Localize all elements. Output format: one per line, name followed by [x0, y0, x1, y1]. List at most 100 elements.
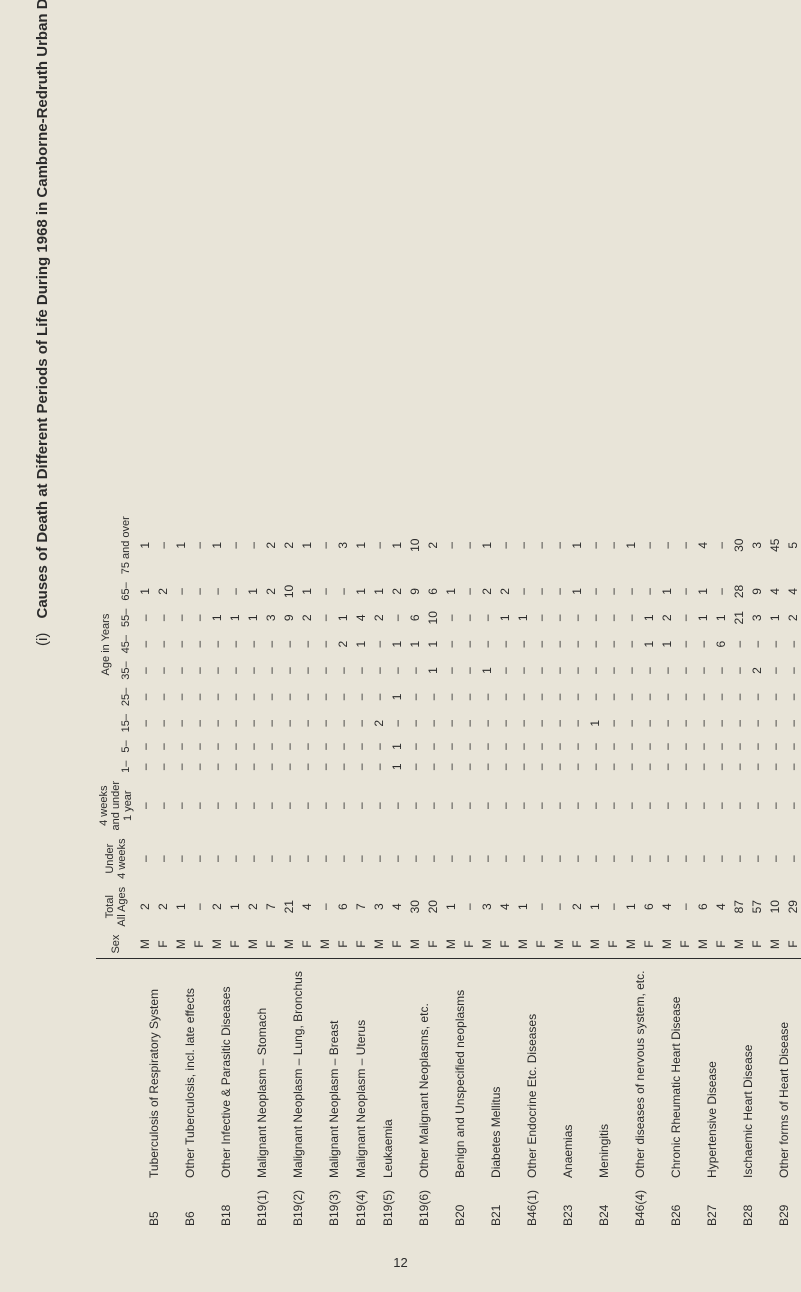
value-cell: – [244, 631, 262, 657]
value-cell: – [496, 736, 514, 756]
value-cell: 1 [298, 512, 316, 578]
value-cell: – [298, 684, 316, 710]
value-cell: – [784, 631, 801, 657]
sex-cell: F [226, 931, 244, 958]
value-cell: – [226, 710, 244, 736]
value-cell: – [766, 710, 784, 736]
cause-name: Benign and Unspecified neoplasms [442, 958, 478, 1182]
table-head: Sex TotalAll Ages Under4 weeks 4 weeksan… [96, 512, 136, 1230]
value-cell: – [208, 657, 226, 683]
value-cell: – [478, 777, 496, 835]
value-cell: – [442, 631, 460, 657]
hdr-age-col: 55– [116, 605, 136, 631]
value-cell: – [172, 736, 190, 756]
value-cell: 2 [478, 578, 496, 604]
cause-code: B19(2) [280, 1182, 316, 1230]
value-cell: 1 [334, 605, 352, 631]
value-cell: – [424, 710, 442, 736]
value-cell: – [604, 657, 622, 683]
value-cell: – [370, 777, 388, 835]
value-cell: – [568, 605, 586, 631]
value-cell: – [298, 657, 316, 683]
table-row: B19(3)Malignant Neoplasm – BreastM––––––… [316, 512, 334, 1230]
value-cell: – [460, 710, 478, 736]
value-cell: – [712, 777, 730, 835]
value-cell: – [496, 757, 514, 777]
value-cell: – [604, 631, 622, 657]
value-cell: 3 [370, 883, 388, 931]
value-cell: – [478, 684, 496, 710]
value-cell: – [406, 757, 424, 777]
value-cell: 1 [640, 605, 658, 631]
value-cell: 2 [784, 605, 801, 631]
value-cell: – [532, 684, 550, 710]
value-cell: – [532, 631, 550, 657]
value-cell: 10 [424, 605, 442, 631]
cause-code: B46(1) [514, 1182, 550, 1230]
value-cell: – [622, 757, 640, 777]
value-cell: – [190, 710, 208, 736]
table-row: B19(5)LeukaemiaM3––––2–––21– [370, 512, 388, 1230]
value-cell: – [244, 777, 262, 835]
value-cell: 2 [658, 605, 676, 631]
value-cell: – [154, 736, 172, 756]
value-cell: 1 [388, 512, 406, 578]
value-cell: – [694, 736, 712, 756]
hdr-age-col: 45– [116, 631, 136, 657]
cause-code: B19(3) [316, 1182, 352, 1230]
value-cell: – [748, 834, 766, 882]
value-cell: – [694, 757, 712, 777]
value-cell: – [154, 631, 172, 657]
cause-name: Malignant Neoplasm – Breast [316, 958, 352, 1182]
page-number: 12 [393, 1255, 407, 1270]
value-cell: 1 [478, 657, 496, 683]
value-cell: – [478, 605, 496, 631]
sex-cell: F [676, 931, 694, 958]
value-cell: – [316, 605, 334, 631]
value-cell: – [424, 757, 442, 777]
value-cell: 1 [514, 883, 532, 931]
value-cell: – [262, 757, 280, 777]
value-cell: – [280, 736, 298, 756]
value-cell: – [658, 710, 676, 736]
value-cell: 3 [748, 605, 766, 631]
value-cell: – [730, 657, 748, 683]
value-cell: – [532, 605, 550, 631]
value-cell: – [226, 736, 244, 756]
value-cell: – [514, 657, 532, 683]
value-cell: – [316, 757, 334, 777]
sex-cell: M [622, 931, 640, 958]
value-cell: – [208, 736, 226, 756]
value-cell: – [190, 834, 208, 882]
value-cell: 1 [406, 631, 424, 657]
value-cell: 1 [622, 883, 640, 931]
value-cell: – [766, 757, 784, 777]
value-cell: – [568, 834, 586, 882]
value-cell: 10 [406, 512, 424, 578]
table-row: B19(1)Malignant Neoplasm – StomachM2––––… [244, 512, 262, 1230]
value-cell: – [406, 834, 424, 882]
cause-code: B19(1) [244, 1182, 280, 1230]
value-cell: – [640, 710, 658, 736]
value-cell: – [514, 578, 532, 604]
value-cell: – [496, 777, 514, 835]
value-cell: – [172, 834, 190, 882]
value-cell: – [208, 710, 226, 736]
value-cell: – [460, 883, 478, 931]
value-cell: – [244, 684, 262, 710]
value-cell: 30 [406, 883, 424, 931]
value-cell: 9 [748, 578, 766, 604]
value-cell: 9 [280, 605, 298, 631]
mortality-table: Sex TotalAll Ages Under4 weeks 4 weeksan… [96, 512, 801, 1230]
value-cell: 1 [442, 883, 460, 931]
value-cell: 1 [226, 605, 244, 631]
value-cell: – [622, 777, 640, 835]
value-cell: – [370, 736, 388, 756]
hdr-age-col: 65– [116, 578, 136, 604]
value-cell: – [550, 883, 568, 931]
value-cell: – [154, 710, 172, 736]
value-cell: – [586, 777, 604, 835]
value-cell: – [766, 777, 784, 835]
table-row: B27Hypertensive DiseaseM6––––––––114 [694, 512, 712, 1230]
cause-name: Chronic Rheumatic Heart Disease [658, 958, 694, 1182]
